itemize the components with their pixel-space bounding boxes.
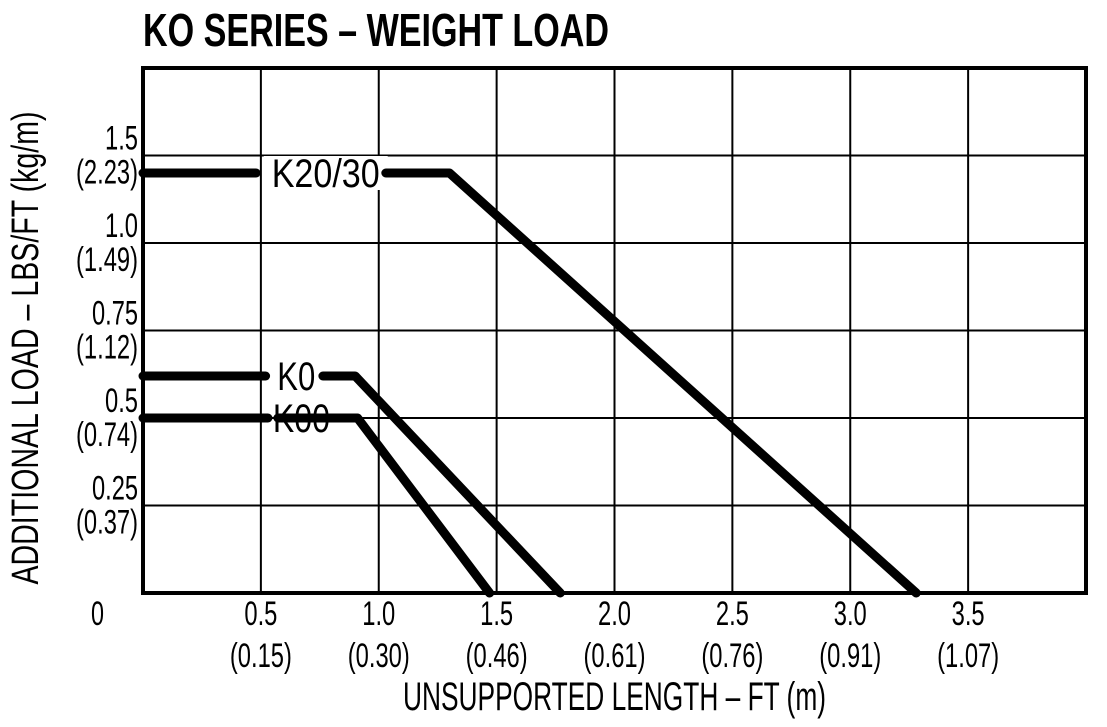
x-axis-title: UNSUPPORTED LENGTH – FT (m) [403, 675, 826, 719]
y-axis-title: ADDITIONAL LOAD – LBS/FT (kg/m) [5, 112, 47, 585]
y-tick-metric-label: (1.12) [76, 329, 138, 367]
series-label-k20-30: K20/30 [272, 152, 380, 196]
series-line-k20-30 [381, 168, 921, 598]
series-label-k0: K0 [277, 355, 315, 399]
x-tick-label: 2.0 [598, 595, 631, 633]
series-label-background [263, 156, 388, 190]
x-tick-metric-label: (0.76) [701, 637, 763, 675]
y-tick-label: 0.5 [105, 382, 138, 420]
y-tick-metric-label: (1.49) [76, 241, 138, 279]
y-tick-label: 0.75 [92, 295, 138, 333]
x-tick-metric-label: (0.15) [230, 637, 292, 675]
y-tick-metric-label: (2.23) [76, 154, 138, 192]
y-tick-metric-label: (0.37) [76, 504, 138, 542]
series-line-k00 [273, 413, 495, 598]
x-tick-label: 1.5 [480, 595, 513, 633]
x-tick-label: 3.5 [952, 595, 985, 633]
x-tick-metric-label: (0.91) [819, 637, 881, 675]
x-tick-metric-label: (0.61) [584, 637, 646, 675]
x-tick-metric-label: (1.07) [937, 637, 999, 675]
y-tick-label: 0.25 [92, 470, 138, 508]
x-tick-label: 1.0 [362, 595, 395, 633]
x-tick-metric-label: (0.30) [348, 637, 410, 675]
x-tick-label: 0.5 [244, 595, 277, 633]
series-label-k00: K00 [273, 397, 330, 441]
y-tick-label: 1.0 [105, 207, 138, 245]
origin-label: 0 [91, 595, 104, 633]
x-tick-metric-label: (0.46) [466, 637, 528, 675]
x-tick-label: 3.0 [834, 595, 867, 633]
y-tick-label: 1.5 [105, 120, 138, 158]
series-line-k0 [318, 371, 565, 598]
chart-title: KO SERIES – WEIGHT LOAD [143, 4, 609, 56]
x-tick-label: 2.5 [716, 595, 749, 633]
y-tick-metric-label: (0.74) [76, 416, 138, 454]
plot-border [141, 66, 1088, 595]
plot-area: K20/30K0K001.5(2.23)1.0(1.49)0.75(1.12)0… [5, 66, 1088, 719]
